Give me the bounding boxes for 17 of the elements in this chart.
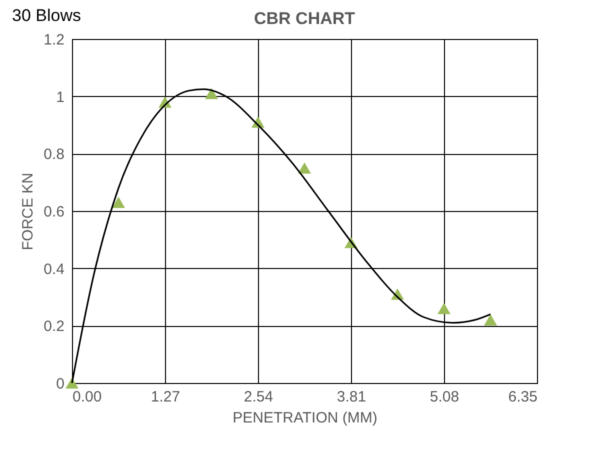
y-tick-label: 0.2: [44, 318, 64, 336]
y-tick-label: 0: [56, 376, 64, 392]
chart-title: CBR CHART: [254, 9, 356, 28]
text: 30 Blows: [12, 6, 81, 26]
x-tick-label: 5.08: [430, 388, 460, 406]
x-tick-label: 2.54: [244, 388, 274, 406]
y-tick-label: 1: [56, 88, 64, 106]
y-tick-label: 0.8: [44, 146, 64, 164]
x-tick-label: 0.00: [72, 388, 102, 406]
x-axis-title: PENETRATION (MM): [232, 410, 378, 426]
x-tick-label: 6.35: [508, 388, 538, 406]
y-tick-label: 1.2: [44, 32, 64, 48]
x-tick-label: 1.27: [150, 388, 180, 406]
x-tick-label: 3.81: [336, 388, 366, 406]
y-axis-title: FORCE KN: [20, 172, 37, 250]
y-tick-label: 0.4: [44, 260, 64, 278]
y-tick-label: 0.6: [44, 204, 64, 220]
